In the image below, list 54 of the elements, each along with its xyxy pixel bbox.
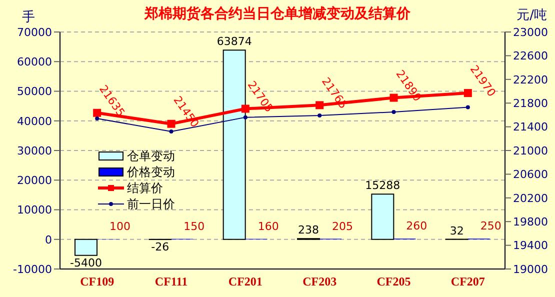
x-tick-label: CF111 <box>154 274 188 289</box>
y2-tick-label: 19800 <box>513 216 548 229</box>
point <box>392 110 396 114</box>
y2-tick-label: 20200 <box>513 192 548 205</box>
legend-label: 前一日价 <box>127 196 175 212</box>
y-tick-label: 20000 <box>17 174 52 188</box>
x-tick-label: CF205 <box>376 274 411 289</box>
y-tick-label: 60000 <box>17 56 52 69</box>
y-tick-label: 50000 <box>17 85 52 98</box>
y2-tick-label: 19000 <box>513 262 548 276</box>
point <box>95 116 100 121</box>
x-tick-label: CF207 <box>450 274 485 289</box>
bar <box>74 238 98 256</box>
data-label: 205 <box>332 220 353 233</box>
data-label: 160 <box>258 220 279 233</box>
y-tick-label: 70000 <box>17 26 52 39</box>
y2-tick-label: 20600 <box>513 168 548 182</box>
data-label: 260 <box>406 220 428 233</box>
data-label: 63874 <box>216 35 252 48</box>
data-label: -5400 <box>70 256 102 270</box>
x-tick-label: CF203 <box>302 274 337 289</box>
chart-title: 郑棉期货各合约当日仓单增减变动及结算价 <box>144 6 410 22</box>
y2-tick-label: 21400 <box>513 120 548 134</box>
data-label: -26 <box>151 240 170 254</box>
point <box>466 105 470 110</box>
data-label: 250 <box>480 220 502 233</box>
legend-label: 结算价 <box>127 180 163 196</box>
x-tick-label: CF201 <box>228 274 262 289</box>
point <box>169 130 174 134</box>
y2-tick-label: 21800 <box>513 97 548 110</box>
data-label: 15288 <box>365 179 400 192</box>
point <box>318 114 322 118</box>
y2-axis-title: 元/吨 <box>516 7 547 24</box>
y-tick-label: 0 <box>45 233 52 246</box>
y-tick-label: -10000 <box>13 262 52 276</box>
data-label: 100 <box>110 220 130 234</box>
y2-tick-label: 21000 <box>513 144 548 158</box>
y2-tick-label: 22200 <box>513 73 548 86</box>
legend-label: 价格变动 <box>127 164 175 180</box>
y-tick-label: 10000 <box>17 204 52 217</box>
y-axis-title: 手 <box>22 9 35 26</box>
data-label: 150 <box>184 220 205 233</box>
data-label: 32 <box>450 224 464 238</box>
point <box>243 115 248 120</box>
y2-tick-label: 22600 <box>513 50 548 63</box>
x-tick-label: CF109 <box>80 274 114 289</box>
legend-label: 仓单变动 <box>127 148 175 164</box>
bar <box>371 194 394 240</box>
data-label: 238 <box>298 224 319 237</box>
y-tick-label: 30000 <box>17 144 52 158</box>
y2-tick-label: 23000 <box>513 26 548 39</box>
y-tick-label: 40000 <box>17 114 52 128</box>
bar <box>222 50 246 240</box>
y2-tick-label: 19400 <box>513 239 548 252</box>
